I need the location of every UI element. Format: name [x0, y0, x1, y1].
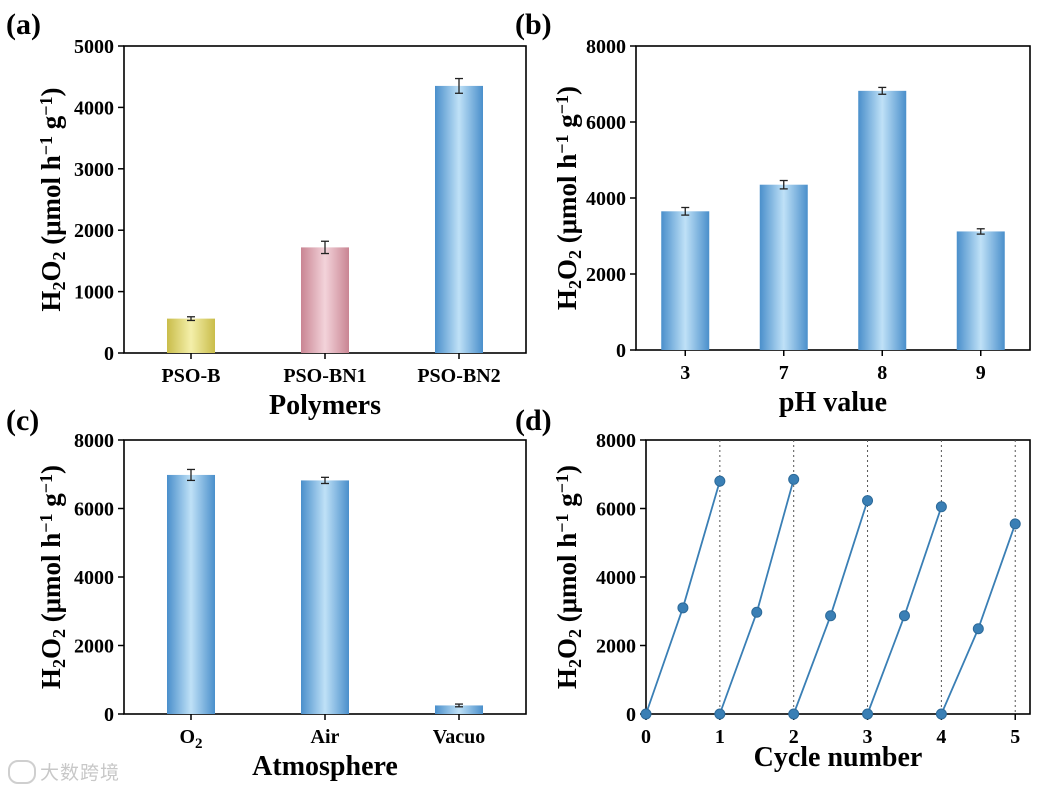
y-tick-label: 2000 — [74, 636, 114, 658]
panel-label: (d) — [515, 404, 552, 437]
y-tick-label: 5000 — [74, 36, 114, 58]
panel-label: (c) — [6, 404, 39, 437]
y-tick-label: 4000 — [74, 567, 114, 589]
y-tick-label: 2000 — [74, 220, 114, 242]
y-axis-title: H2O2 (μmol h−1 g−1) — [36, 87, 69, 311]
y-tick-label: 0 — [626, 704, 636, 726]
panel-a: (a) 0 1000 2000 3000 4000 5000 PSO-B PSO-BN1 PSO-… — [6, 8, 527, 421]
series-line — [645, 480, 721, 715]
data-point — [935, 708, 947, 720]
x-tick-label: PSO-B — [162, 365, 221, 387]
data-point — [972, 623, 984, 635]
x-tick-label: 3 — [863, 726, 873, 748]
data-point — [1009, 518, 1021, 530]
watermark-text: 大数跨境 — [40, 762, 121, 784]
data-point — [788, 473, 800, 485]
panel-b: (b) 0 2000 4000 6000 8000 3 7 8 9 pH value H2O2 (μm… — [515, 8, 1031, 418]
data-point — [898, 610, 910, 622]
y-axis-title: H2O2 (μmol h−1 g−1) — [552, 86, 585, 310]
data-point — [935, 501, 947, 513]
y-tick-label: 8000 — [596, 430, 636, 452]
x-axis-title: pH value — [779, 387, 887, 418]
data-point — [825, 610, 837, 622]
data-point — [788, 708, 800, 720]
panel-label: (a) — [6, 8, 41, 41]
data-point — [714, 475, 726, 487]
y-tick-label: 6000 — [596, 499, 636, 521]
x-axis-title: Cycle number — [754, 742, 923, 773]
panel-d: (d) 0 2000 4000 6000 8000 0 1 2 3 4 5 Cycle number H2… — [515, 404, 1031, 773]
data-point — [862, 708, 874, 720]
panel-label: (b) — [515, 8, 552, 41]
x-tick-label: 7 — [779, 362, 789, 384]
bar — [167, 474, 215, 714]
bar — [858, 90, 907, 350]
y-axis-title: H2O2 (μmol h−1 g−1) — [36, 465, 69, 689]
bar — [167, 318, 215, 353]
series-line — [718, 479, 795, 715]
x-tick-label: Vacuo — [433, 726, 486, 748]
x-tick-label: O2 — [179, 726, 202, 752]
series-line — [940, 523, 1017, 715]
x-tick-label: PSO-BN1 — [283, 365, 366, 387]
x-tick-label: 8 — [877, 362, 887, 384]
y-tick-label: 8000 — [586, 36, 626, 58]
series-line — [792, 500, 869, 715]
bar — [301, 247, 349, 353]
x-tick-label: 1 — [715, 726, 725, 748]
y-tick-label: 4000 — [596, 567, 636, 589]
y-tick-label: 4000 — [586, 188, 626, 210]
bar — [661, 211, 710, 350]
y-tick-label: 1000 — [74, 282, 114, 304]
x-tick-label: Air — [311, 726, 340, 748]
y-tick-label: 2000 — [586, 264, 626, 286]
x-axis-title: Polymers — [269, 390, 381, 421]
watermark: 大数跨境 — [8, 758, 120, 786]
y-tick-label: 3000 — [74, 159, 114, 181]
x-tick-label: 9 — [976, 362, 986, 384]
panel-c: (c) 0 2000 4000 6000 8000 O2 Air Vacuo Atmosphere… — [6, 404, 527, 782]
data-point — [714, 708, 726, 720]
x-tick-label: 4 — [936, 726, 946, 748]
bar — [301, 480, 349, 714]
data-point — [677, 602, 689, 614]
x-axis-title: Atmosphere — [252, 751, 398, 782]
x-tick-label: 5 — [1010, 726, 1020, 748]
y-tick-label: 4000 — [74, 97, 114, 119]
x-tick-label: 2 — [789, 726, 799, 748]
y-tick-label: 6000 — [74, 499, 114, 521]
y-axis-title: H2O2 (μmol h−1 g−1) — [552, 465, 585, 689]
y-tick-label: 2000 — [596, 636, 636, 658]
plot-frame — [645, 439, 1031, 715]
y-tick-label: 0 — [104, 343, 114, 365]
x-tick-label: PSO-BN2 — [417, 365, 500, 387]
data-point — [751, 606, 763, 618]
data-point — [862, 495, 874, 507]
data-point — [640, 708, 652, 720]
y-tick-label: 0 — [616, 340, 626, 362]
y-tick-label: 6000 — [586, 112, 626, 134]
x-tick-label: 0 — [641, 726, 651, 748]
bar — [759, 184, 808, 350]
bar — [435, 705, 483, 714]
y-tick-label: 8000 — [74, 430, 114, 452]
watermark-logo-icon — [8, 759, 36, 784]
bar — [956, 231, 1005, 350]
x-tick-label: 3 — [680, 362, 690, 384]
y-tick-label: 0 — [104, 704, 114, 726]
bar — [435, 85, 483, 353]
